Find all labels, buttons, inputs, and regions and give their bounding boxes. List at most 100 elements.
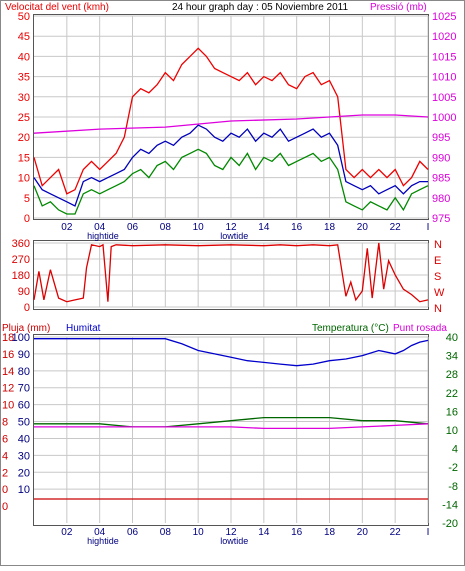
wind-left-tick-label: 35 xyxy=(18,72,30,84)
humidity-tick-label: 20 xyxy=(18,467,30,479)
weather-panel-series xyxy=(34,338,429,500)
pressure-right-tick-label: 1000 xyxy=(432,112,456,124)
pressure-right-tick-label: 1010 xyxy=(432,72,456,84)
x-tick-label: 04 xyxy=(94,527,106,538)
x-tick-label: 08 xyxy=(160,527,172,538)
pressure-right-tick-label: 1005 xyxy=(432,92,456,104)
humidity-tick-label: 30 xyxy=(18,450,30,462)
wind-panel-series xyxy=(33,47,429,215)
wind-speed-label: Velocitat del vent (kmh) xyxy=(5,2,109,13)
pressure-right-tick-label: 985 xyxy=(432,173,450,185)
dew-point-label: Punt rosada xyxy=(393,323,447,334)
temperature-label: Temperatura (°C) xyxy=(312,323,389,334)
rain-tick-label: 0 xyxy=(2,501,8,513)
series-wind-direction xyxy=(33,242,429,303)
rain-tick-label: 8 xyxy=(2,417,8,429)
wind-left-tick-label: 10 xyxy=(18,173,30,185)
temperature-tick-label: 34 xyxy=(446,351,458,363)
x-tick-label: 12 xyxy=(225,527,237,538)
pressure-label: Pressió (mb) xyxy=(370,2,427,13)
compass-tick-label: S xyxy=(434,271,441,283)
x-tick-label: 14 xyxy=(258,527,270,538)
wind-left-tick-label: 20 xyxy=(18,132,30,144)
humidity-tick-label: 40 xyxy=(18,433,30,445)
wind-left-tick-label: 25 xyxy=(18,112,30,124)
x-tick-label: 10 xyxy=(193,527,205,538)
x-tick-label: 20 xyxy=(357,222,369,233)
pressure-right-tick-label: 1025 xyxy=(432,11,456,23)
lowtide-label: lowtide xyxy=(220,231,248,241)
x-tick-label: I xyxy=(427,527,430,538)
x-tick-label: 06 xyxy=(127,527,139,538)
weather-panel-grid xyxy=(34,336,429,523)
pressure-right-tick-label: 1015 xyxy=(432,51,456,63)
x-tick-label: 06 xyxy=(127,222,139,233)
rain-tick-label: 16 xyxy=(2,349,14,361)
direction-panel-axes: 0 N 90 W 180 S 270 E 360 N xyxy=(12,238,445,315)
temperature-tick-label: 22 xyxy=(446,388,458,400)
temperature-tick-label: 4 xyxy=(452,444,458,456)
compass-tick-label: E xyxy=(434,255,441,267)
wind-panel-axes: 0510152025303540455097598098599099510001… xyxy=(18,11,457,225)
humidity-tick-label: 90 xyxy=(18,349,30,361)
wind-left-tick-label: 45 xyxy=(18,31,30,43)
temperature-tick-label: -20 xyxy=(442,518,458,530)
wind-left-tick-label: 30 xyxy=(18,92,30,104)
compass-tick-label: N xyxy=(434,239,442,251)
pressure-right-tick-label: 975 xyxy=(432,213,450,225)
rain-tick-label: 12 xyxy=(2,383,14,395)
temperature-tick-label: -2 xyxy=(448,462,458,474)
rain-tick-label: 18 xyxy=(2,332,14,344)
series-temperature xyxy=(34,416,429,428)
rain-tick-label: 4 xyxy=(2,450,8,462)
x-tick-label: 08 xyxy=(160,222,172,233)
direction-left-tick-label: 90 xyxy=(18,286,30,298)
wind-left-tick-label: 15 xyxy=(18,152,30,164)
direction-panel-grid xyxy=(34,242,429,308)
temperature-tick-label: -8 xyxy=(448,481,458,493)
series-dew-point xyxy=(34,423,429,430)
rain-label: Pluja (mm) xyxy=(2,323,50,334)
direction-left-tick-label: 0 xyxy=(24,302,30,314)
compass-tick-label: N xyxy=(434,303,442,315)
humidity-tick-label: 60 xyxy=(18,400,30,412)
direction-left-tick-label: 270 xyxy=(12,254,30,266)
x-tick-label: 22 xyxy=(390,527,402,538)
pressure-right-tick-label: 995 xyxy=(432,132,450,144)
series-wind-gust xyxy=(33,47,429,195)
temperature-tick-label: 28 xyxy=(446,369,458,381)
pressure-right-tick-label: 980 xyxy=(432,193,450,205)
series-wind-avg xyxy=(33,124,428,207)
temperature-tick-label: 10 xyxy=(446,425,458,437)
x-tick-label: 10 xyxy=(193,222,205,233)
x-tick-label: 04 xyxy=(94,222,106,233)
direction-left-tick-label: 180 xyxy=(12,270,30,282)
x-tick-label: 14 xyxy=(258,222,270,233)
series-wind-min xyxy=(33,148,429,215)
x-tick-label: 18 xyxy=(324,527,336,538)
graph-date-title: 24 hour graph day : 05 Noviembre 2011 xyxy=(172,2,348,13)
rain-tick-label: 2 xyxy=(2,467,8,479)
humidity-tick-label: 100 xyxy=(12,332,30,344)
temperature-tick-label: 40 xyxy=(446,332,458,344)
rain-tick-label: 14 xyxy=(2,366,14,378)
hightide-label: hightide xyxy=(87,536,119,546)
wind-panel-grid xyxy=(34,15,429,219)
wind-left-tick-label: 50 xyxy=(18,11,30,23)
humidity-tick-label: 80 xyxy=(18,366,30,378)
x-tick-label: 02 xyxy=(61,222,73,233)
series-humidity xyxy=(34,338,429,367)
wind-left-tick-label: 0 xyxy=(24,213,30,225)
lowtide-label: lowtide xyxy=(220,536,248,546)
humidity-tick-label: 70 xyxy=(18,383,30,395)
x-tick-label: 16 xyxy=(291,527,303,538)
humidity-tick-label: 50 xyxy=(18,417,30,429)
x-tick-label: 18 xyxy=(324,222,336,233)
temperature-tick-label: 16 xyxy=(446,406,458,418)
direction-left-tick-label: 360 xyxy=(12,238,30,250)
wind-left-tick-label: 5 xyxy=(24,193,30,205)
direction-panel-series xyxy=(33,242,429,303)
humidity-label: Humitat xyxy=(66,323,101,334)
